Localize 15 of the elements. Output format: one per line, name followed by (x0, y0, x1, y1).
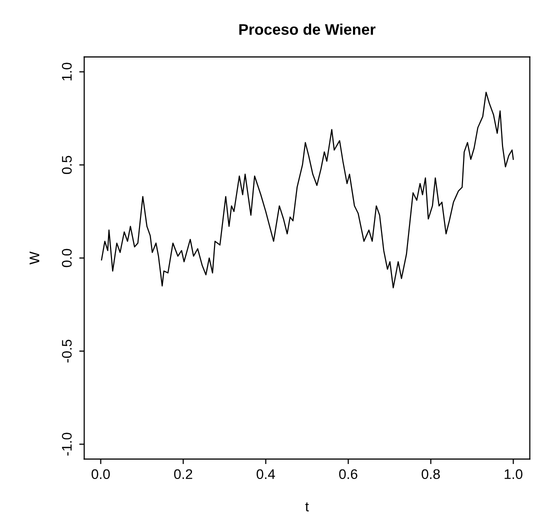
y-axis-title: W (30, 252, 40, 265)
x-axis-title: t (305, 502, 309, 512)
x-tick-label: 0.4 (256, 469, 275, 480)
x-tick-label: 1.0 (504, 469, 522, 480)
x-tick-label: 0.6 (339, 469, 358, 480)
y-tick-label: 0.0 (62, 248, 72, 268)
y-tick-label: -0.5 (62, 340, 72, 362)
x-tick-label: 0.8 (422, 469, 440, 480)
x-tick-label: 0.2 (174, 469, 192, 480)
y-tick-label: -1.0 (62, 432, 72, 456)
y-tick-label: 1.0 (62, 62, 72, 80)
line-series (100, 92, 514, 288)
x-tick-label: 0.0 (92, 469, 110, 480)
y-tick-label: 0.5 (62, 156, 72, 174)
chart-title: Proceso de Wiener (239, 24, 376, 35)
